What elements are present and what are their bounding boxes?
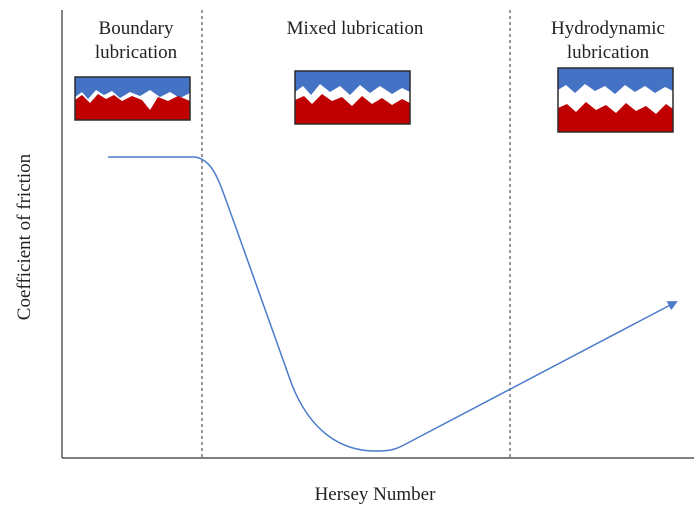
surface-icon [557,67,674,133]
y-axis-label: Coefficient of friction [14,153,35,320]
surface-icon [74,76,191,121]
region-label: lubrication [95,42,178,63]
region-label: lubrication [567,42,650,63]
region-label: Hydrodynamic [551,18,665,39]
region-label: Mixed lubrication [287,18,424,39]
friction-curve [108,156,678,452]
x-axis-label: Hersey Number [315,484,436,505]
region-label: Boundary [99,18,174,39]
surface-icon [294,70,411,125]
